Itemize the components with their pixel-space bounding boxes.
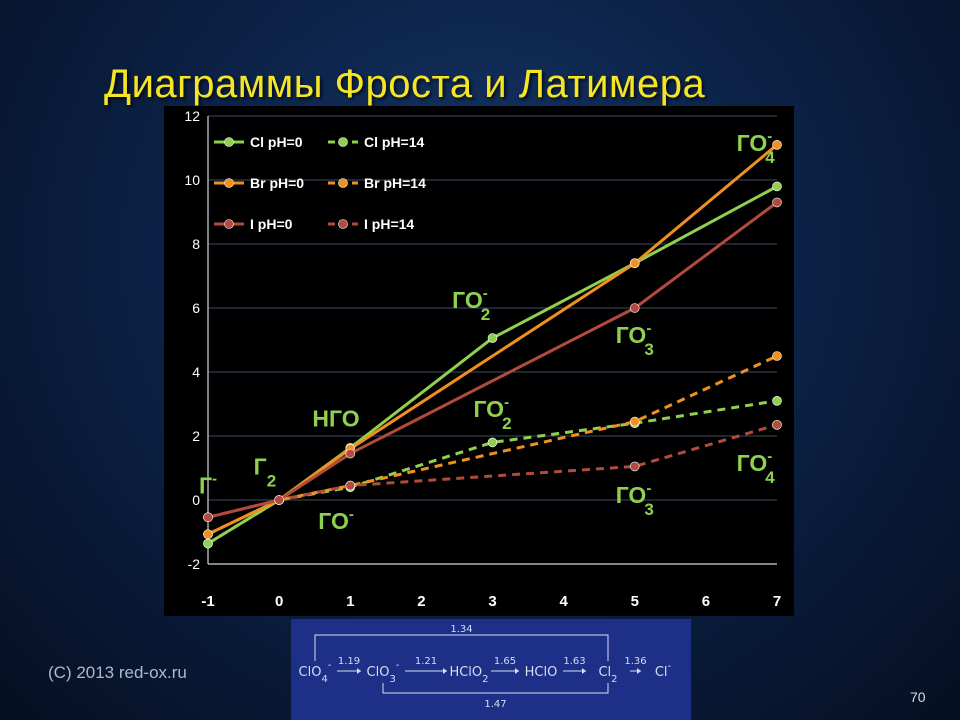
y-tick-label: 6 — [192, 300, 200, 316]
data-point — [203, 512, 213, 523]
data-point — [345, 448, 356, 459]
x-tick-label: 2 — [417, 593, 425, 610]
legend-marker — [224, 178, 234, 188]
species-label: ГО- — [318, 506, 354, 534]
latimer-top-bracket — [314, 634, 609, 661]
latimer-potential: 1.19 — [338, 656, 360, 667]
latimer-bottom-bracket — [382, 683, 609, 694]
latimer-potential: 1.65 — [494, 656, 516, 667]
latimer-top-potential: 1.34 — [450, 624, 472, 635]
latimer-arrowhead — [582, 668, 586, 674]
data-point — [629, 461, 640, 472]
latimer-arrowhead — [443, 668, 447, 674]
y-tick-label: 0 — [192, 492, 200, 508]
data-point — [487, 333, 498, 343]
latimer-bottom-potential: 1.47 — [484, 699, 506, 710]
legend-marker — [224, 219, 234, 229]
data-point — [487, 437, 498, 448]
latimer-potential: 1.21 — [415, 656, 437, 667]
y-tick-label: 2 — [192, 428, 200, 444]
y-tick-label: 8 — [192, 236, 200, 252]
page-number: 70 — [910, 689, 926, 705]
x-tick-label: 7 — [773, 593, 781, 610]
latimer-species: Cl- — [655, 661, 672, 680]
legend-label: Br pH=0 — [250, 175, 304, 191]
data-point — [629, 303, 640, 313]
legend-marker — [338, 178, 348, 188]
latimer-potential: 1.63 — [563, 656, 585, 667]
legend-marker — [338, 219, 348, 229]
data-point — [629, 416, 640, 427]
data-point — [772, 351, 782, 361]
species-label: ГО-4 — [737, 448, 776, 487]
data-point — [772, 395, 782, 406]
latimer-species: ClO4- — [299, 660, 332, 685]
species-label: ГО-2 — [473, 394, 511, 433]
y-tick-label: 10 — [184, 172, 200, 188]
data-point — [345, 480, 356, 491]
data-point — [772, 181, 782, 192]
latimer-species: HClO2 — [449, 665, 488, 685]
latimer-arrowhead — [515, 668, 519, 674]
species-label: Г- — [199, 471, 217, 499]
legend-label: I pH=14 — [364, 216, 414, 232]
slide-title: Диаграммы Фроста и Латимера — [104, 62, 706, 106]
latimer-arrowhead — [357, 668, 361, 674]
copyright-text: (C) 2013 red-ox.ru — [48, 663, 187, 682]
data-point — [772, 197, 782, 208]
latimer-species: Cl2 — [598, 665, 617, 685]
species-label: ГО-3 — [616, 480, 654, 519]
legend-label: Cl pH=14 — [364, 134, 425, 150]
legend-marker — [338, 137, 348, 147]
data-point — [772, 419, 782, 430]
latimer-diagram: ClO4- ClO3- HClO2 HClO Cl2 Cl- 1.19 1.21 1.65 1.6… — [291, 619, 691, 720]
data-point — [772, 139, 782, 150]
latimer-species: ClO3- — [367, 660, 400, 685]
species-label: ГО-2 — [452, 285, 490, 324]
data-point — [274, 495, 284, 505]
x-tick-label: 0 — [275, 593, 283, 610]
y-tick-label: 4 — [192, 364, 200, 380]
species-label: Г2 — [254, 453, 277, 490]
series-line — [207, 399, 778, 545]
legend-label: I pH=0 — [250, 216, 293, 232]
x-tick-label: -1 — [201, 593, 214, 610]
y-tick-label: 12 — [184, 108, 200, 124]
y-tick-label: -2 — [188, 556, 201, 572]
legend-label: Br pH=14 — [364, 175, 426, 191]
data-point — [203, 529, 213, 540]
species-label: ГО-3 — [616, 320, 654, 359]
data-point — [629, 258, 640, 268]
x-tick-label: 5 — [631, 593, 639, 610]
latimer-arrowhead — [637, 668, 641, 674]
x-tick-label: 3 — [488, 593, 496, 610]
x-tick-label: 1 — [346, 593, 354, 610]
data-point — [203, 538, 213, 549]
series-line — [207, 354, 778, 536]
latimer-potential: 1.36 — [624, 656, 646, 667]
legend-marker — [224, 137, 234, 147]
species-label: НГО — [312, 405, 359, 431]
x-tick-label: 4 — [559, 593, 568, 610]
frost-diagram: 12 10 8 6 4 2 0 -2 -1 0 1 2 3 4 5 6 7 Cl pH=0 Cl pH=14 Br p… — [164, 106, 794, 616]
legend-label: Cl pH=0 — [250, 134, 303, 150]
latimer-canvas: ClO4- ClO3- HClO2 HClO Cl2 Cl- 1.19 1.21 1.65 1.6… — [299, 624, 672, 710]
species-label: ГО-4 — [737, 128, 776, 167]
x-tick-label: 6 — [702, 593, 710, 610]
latimer-species: HClO — [525, 665, 558, 680]
